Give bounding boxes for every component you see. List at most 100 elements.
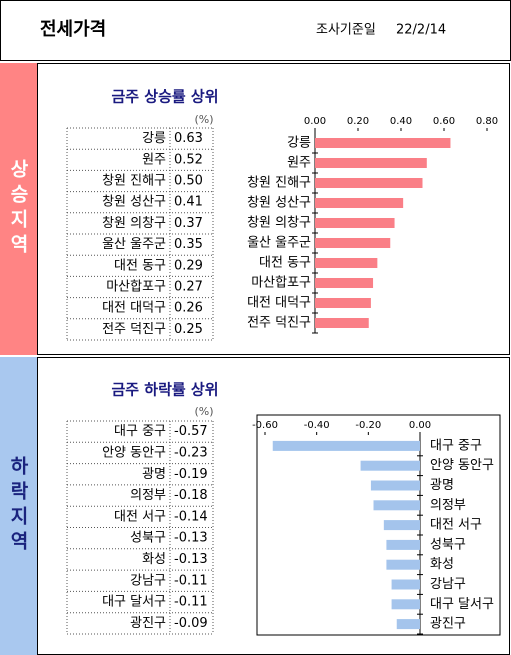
x-tick-label: 0.00 (304, 116, 326, 127)
table-name: 화성 (142, 552, 166, 567)
bar (315, 178, 423, 188)
table-value: -0.13 (174, 552, 208, 567)
bar (383, 520, 420, 531)
y-tick-label: 강남구 (430, 577, 466, 592)
y-tick-label: 전주 덕진구 (247, 316, 311, 331)
y-tick-label: 대전 서구 (430, 518, 482, 533)
y-tick-label: 창원 의창구 (247, 216, 311, 231)
table-value: 0.25 (174, 322, 203, 337)
table-value: 0.27 (174, 280, 203, 295)
y-tick-label: 대전 동구 (259, 256, 311, 271)
table-name: 대전 서구 (114, 509, 166, 524)
bar (386, 539, 420, 550)
bar (315, 298, 371, 308)
bar (272, 440, 420, 451)
table-value: 0.50 (174, 174, 203, 189)
table-name: 마산합포구 (106, 280, 166, 295)
bar (315, 238, 391, 248)
table-name: 원주 (142, 152, 166, 167)
table-name: 광진구 (130, 616, 166, 631)
table-name: 강남구 (130, 573, 166, 588)
x-tick-label: -0.60 (252, 420, 278, 431)
table-value: -0.14 (174, 509, 208, 524)
table-value: -0.18 (174, 488, 208, 503)
table-name: 의정부 (130, 488, 166, 503)
bar (315, 318, 369, 328)
y-tick-label: 대전 대덕구 (247, 296, 311, 311)
bar (391, 599, 420, 610)
chart-box (256, 414, 501, 636)
table-name: 창원 성산구 (102, 195, 166, 210)
table-name: 광명 (142, 467, 166, 482)
x-tick-label: 0.00 (409, 420, 431, 431)
header-title: 전세가격 (40, 19, 106, 40)
table-name: 울산 울주군 (102, 237, 166, 252)
bar (315, 158, 427, 168)
table-value: -0.11 (174, 595, 208, 610)
section-title: 금주 하락률 상위 (111, 381, 218, 399)
bar (315, 278, 374, 288)
table-value: -0.13 (174, 531, 208, 546)
y-tick-label: 창원 성산구 (247, 196, 311, 211)
table-value: 0.26 (174, 301, 203, 316)
table-name: 대전 대덕구 (102, 301, 166, 316)
date-label: 조사기준일 (316, 23, 376, 38)
table-value: -0.23 (174, 445, 208, 460)
table-name: 강릉 (142, 131, 166, 146)
table-name: 대구 중구 (114, 424, 166, 439)
y-tick-label: 강릉 (287, 136, 311, 151)
section-box (37, 63, 510, 355)
section-title: 금주 상승률 상위 (111, 88, 218, 106)
header-box (0, 0, 511, 61)
table-value: -0.19 (174, 467, 208, 482)
y-tick-label: 의정부 (430, 498, 466, 513)
y-tick-label: 대구 중구 (430, 438, 482, 453)
bar (386, 559, 420, 570)
table-name: 전주 덕진구 (102, 322, 166, 337)
bar (315, 258, 378, 268)
x-tick-label: -0.40 (304, 420, 330, 431)
bar (373, 500, 420, 511)
table-name: 성북구 (130, 531, 166, 546)
y-tick-label: 광명 (430, 478, 454, 493)
section-label: 하락지역 (0, 357, 37, 655)
y-tick-label: 광진구 (430, 617, 466, 632)
y-tick-label: 대구 달서구 (430, 597, 494, 612)
table-value: -0.09 (174, 616, 208, 631)
table-name: 안양 동안구 (102, 445, 166, 460)
y-tick-label: 창원 진해구 (247, 176, 311, 191)
bar (370, 480, 420, 491)
unit-label: (%) (194, 113, 213, 126)
y-tick-label: 마산합포구 (251, 276, 311, 291)
table-value: -0.11 (174, 573, 208, 588)
table-value: 0.35 (174, 237, 203, 252)
table-value: -0.57 (174, 424, 208, 439)
y-tick-label: 울산 울주군 (247, 236, 311, 251)
bar (360, 460, 420, 471)
x-tick-label: 0.40 (390, 116, 412, 127)
y-tick-label: 안양 동안구 (430, 458, 494, 473)
date: 22/2/14 (396, 23, 446, 38)
y-tick-label: 성북구 (430, 537, 466, 552)
bar (315, 198, 404, 208)
y-tick-label: 원주 (287, 156, 311, 171)
section-label: 상승지역 (0, 63, 37, 355)
table-name: 대구 달서구 (102, 595, 166, 610)
table-name: 창원 진해구 (102, 174, 166, 189)
table-value: 0.29 (174, 258, 203, 273)
y-tick-label: 화성 (430, 557, 454, 572)
unit-label: (%) (194, 405, 213, 418)
bar (396, 619, 420, 630)
table-value: 0.52 (174, 152, 203, 167)
table-value: 0.63 (174, 131, 203, 146)
table-name: 창원 의창구 (102, 216, 166, 231)
x-tick-label: -0.20 (355, 420, 381, 431)
table-value: 0.37 (174, 216, 203, 231)
bar (315, 218, 395, 228)
x-tick-label: 0.20 (347, 116, 369, 127)
table-value: 0.41 (174, 195, 203, 210)
x-tick-label: 0.60 (433, 116, 455, 127)
bar (391, 579, 420, 590)
